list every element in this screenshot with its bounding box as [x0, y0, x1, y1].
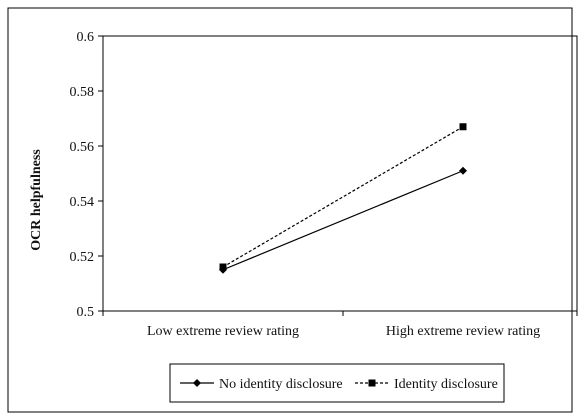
y-tick-label: 0.56 — [70, 140, 95, 155]
legend: No identity disclosure Identity disclosur… — [180, 377, 498, 392]
series-line-identity-disclosure — [222, 126, 464, 268]
plot-area — [102, 35, 578, 312]
chart-outer-frame — [7, 7, 573, 413]
x-axis-ticks: Low extreme review rating High extreme re… — [102, 311, 578, 339]
y-tick-label: 0.54 — [70, 195, 95, 210]
data-point-identity-disclosure — [459, 123, 467, 131]
x-tick-label: High extreme review rating — [386, 324, 540, 339]
data-point-identity-disclosure — [219, 263, 227, 271]
legend-marker — [193, 379, 201, 387]
y-tick-label: 0.6 — [77, 30, 95, 45]
legend-label: No identity disclosure — [219, 377, 343, 392]
y-tick-label: 0.5 — [77, 305, 95, 320]
series-layer — [219, 123, 467, 274]
y-axis-ticks: 0.5 0.52 0.54 0.56 0.58 0.6 — [70, 30, 103, 320]
legend-label: Identity disclosure — [394, 377, 498, 392]
series-line-no-identity-disclosure — [222, 170, 464, 271]
y-axis-title: OCR helpfulness — [29, 149, 44, 251]
data-point-no-identity-disclosure — [459, 166, 467, 175]
y-tick-label: 0.52 — [70, 250, 95, 265]
x-tick-label: Low extreme review rating — [147, 324, 299, 339]
y-tick-label: 0.58 — [70, 85, 95, 100]
legend-box — [169, 363, 505, 403]
legend-marker — [368, 379, 376, 387]
